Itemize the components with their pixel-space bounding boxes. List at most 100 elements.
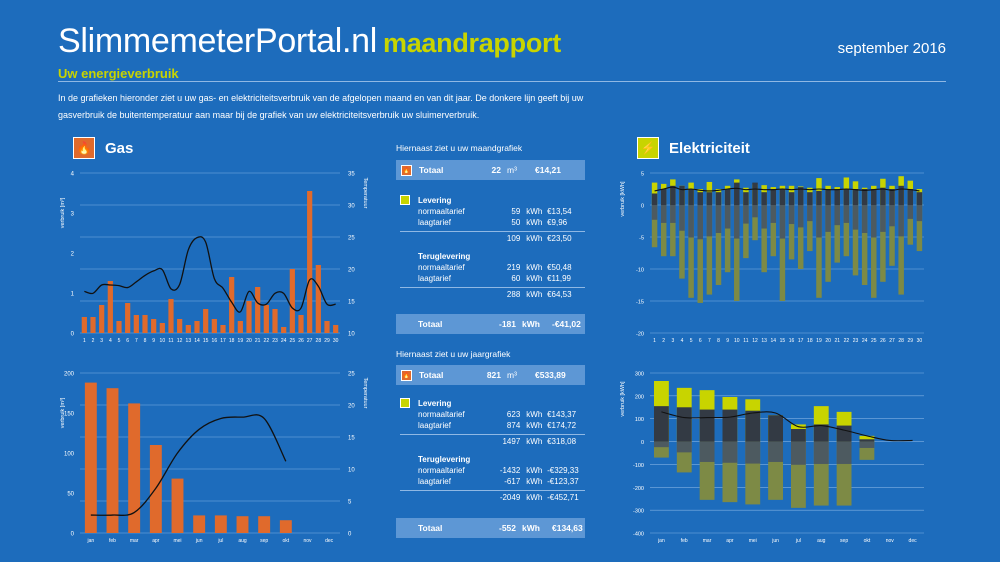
temperature-line <box>90 414 287 516</box>
y-tick-label: 150 <box>64 412 75 418</box>
gas-bar <box>289 269 295 333</box>
x-tick-label: 5 <box>118 338 121 344</box>
standby-bar <box>768 415 784 442</box>
y-tick-label: 300 <box>635 372 644 378</box>
x-tick-label: 8 <box>717 338 720 344</box>
return-bar <box>715 205 722 285</box>
gas-bar <box>151 319 157 333</box>
standby-bar <box>797 187 804 205</box>
x-tick-label: feb <box>109 538 116 544</box>
gas-bar <box>229 277 235 333</box>
standby-bar <box>779 189 786 205</box>
table-row: laagtarief 50 kWh €9,96 <box>418 218 568 227</box>
lightning-icon: ⚡ <box>637 137 659 159</box>
table-sum-row: 288 kWh €64,53 <box>400 287 585 300</box>
y-tick-label: -10 <box>636 268 644 274</box>
return-bar <box>670 205 676 257</box>
x-tick-label: 23 <box>272 338 278 344</box>
return-bar-dark <box>889 205 895 227</box>
return-bar <box>752 205 758 241</box>
x-tick-label: 12 <box>752 338 758 344</box>
standby-bar <box>670 185 676 205</box>
y-tick-label: -5 <box>639 236 644 242</box>
standby-line <box>661 411 913 442</box>
x-tick-label: 1 <box>653 338 656 344</box>
x-tick-label: 4 <box>109 338 112 344</box>
electricity-section-title: ⚡ Elektriciteit <box>637 137 750 159</box>
y-tick-label: 3 <box>71 212 75 218</box>
x-tick-label: apr <box>726 538 734 544</box>
return-bar-dark <box>761 205 767 229</box>
gas-bar <box>107 281 113 333</box>
y-axis-label: verbruik [kWh] <box>620 381 626 417</box>
standby-bar <box>651 193 658 205</box>
return-bar <box>679 205 685 279</box>
return-bar-dark <box>834 205 840 226</box>
y-tick-label: 0 <box>71 532 75 538</box>
x-tick-label: 6 <box>699 338 702 344</box>
table-row: laagtarief 874 kWh €174,72 <box>418 421 577 430</box>
return-bar <box>880 205 886 282</box>
gas-bar <box>272 309 278 333</box>
return-bar-dark <box>813 441 829 464</box>
year-gas-total: 🔥 Totaal 821 m³ €533,89 <box>396 365 585 385</box>
return-bar-dark <box>779 205 786 239</box>
y2-tick-label: 20 <box>348 404 355 410</box>
standby-bar <box>715 192 722 205</box>
brand-title: SlimmemeterPortal.nl maandrapport <box>58 22 561 60</box>
return-bar <box>761 205 767 273</box>
return-bar <box>734 205 740 301</box>
gas-bar <box>211 319 217 333</box>
x-tick-label: 28 <box>898 338 904 344</box>
month-grand-total: Totaal -181 kWh -€41,02 <box>396 314 585 334</box>
x-tick-label: 20 <box>246 338 252 344</box>
gas-bar <box>214 515 227 533</box>
return-bar <box>788 205 795 260</box>
x-tick-label: 27 <box>889 338 895 344</box>
x-tick-label: aug <box>817 538 826 544</box>
return-bar-dark <box>651 205 658 220</box>
x-tick-label: 20 <box>825 338 831 344</box>
lightning-icon <box>400 195 410 205</box>
standby-bar <box>859 439 875 442</box>
return-bar-dark <box>715 205 722 233</box>
return-bar-dark <box>836 441 852 464</box>
x-tick-label: 15 <box>203 338 209 344</box>
gas-year-chart: 0 5 10 15 20 25 0 50 100 150 200 verbruik [m³] Tempe… <box>60 372 368 545</box>
y-tick-label: 100 <box>64 452 75 458</box>
y-tick-label: -15 <box>636 300 644 306</box>
gas-bar <box>106 388 119 533</box>
return-bar-dark <box>706 205 713 237</box>
y-axis-label: verbruik [m³] <box>60 197 66 228</box>
x-tick-label: 9 <box>152 338 155 344</box>
table-row: normaaltarief 219 kWh €50,48 <box>418 263 572 272</box>
return-bar-dark <box>768 441 784 462</box>
y-tick-label: -200 <box>633 486 644 492</box>
standby-bar <box>788 192 795 205</box>
x-tick-label: 30 <box>333 338 339 344</box>
standby-bar <box>745 410 761 442</box>
standby-bar <box>676 407 692 442</box>
gas-bar <box>220 325 226 333</box>
gas-bar <box>133 315 139 333</box>
divider <box>58 81 946 82</box>
return-bar-dark <box>770 205 777 223</box>
gas-bar <box>84 382 97 533</box>
x-tick-label: 16 <box>212 338 218 344</box>
gas-bar <box>81 317 87 333</box>
return-bar-dark <box>871 205 877 238</box>
return-bar <box>724 205 731 273</box>
lightning-icon <box>400 398 410 408</box>
return-bar-dark <box>852 205 859 230</box>
y2-tick-label: 10 <box>348 468 355 474</box>
table-sum-row: 1497 kWh €318,08 <box>400 434 585 447</box>
return-bar <box>779 205 786 301</box>
x-tick-label: 28 <box>316 338 322 344</box>
gas-bar <box>128 403 141 533</box>
x-tick-label: mei <box>749 538 757 544</box>
gas-bar <box>203 309 209 333</box>
y2-tick-label: 25 <box>348 372 355 378</box>
x-tick-label: 14 <box>771 338 777 344</box>
return-bar <box>651 205 658 248</box>
x-tick-label: 9 <box>726 338 729 344</box>
